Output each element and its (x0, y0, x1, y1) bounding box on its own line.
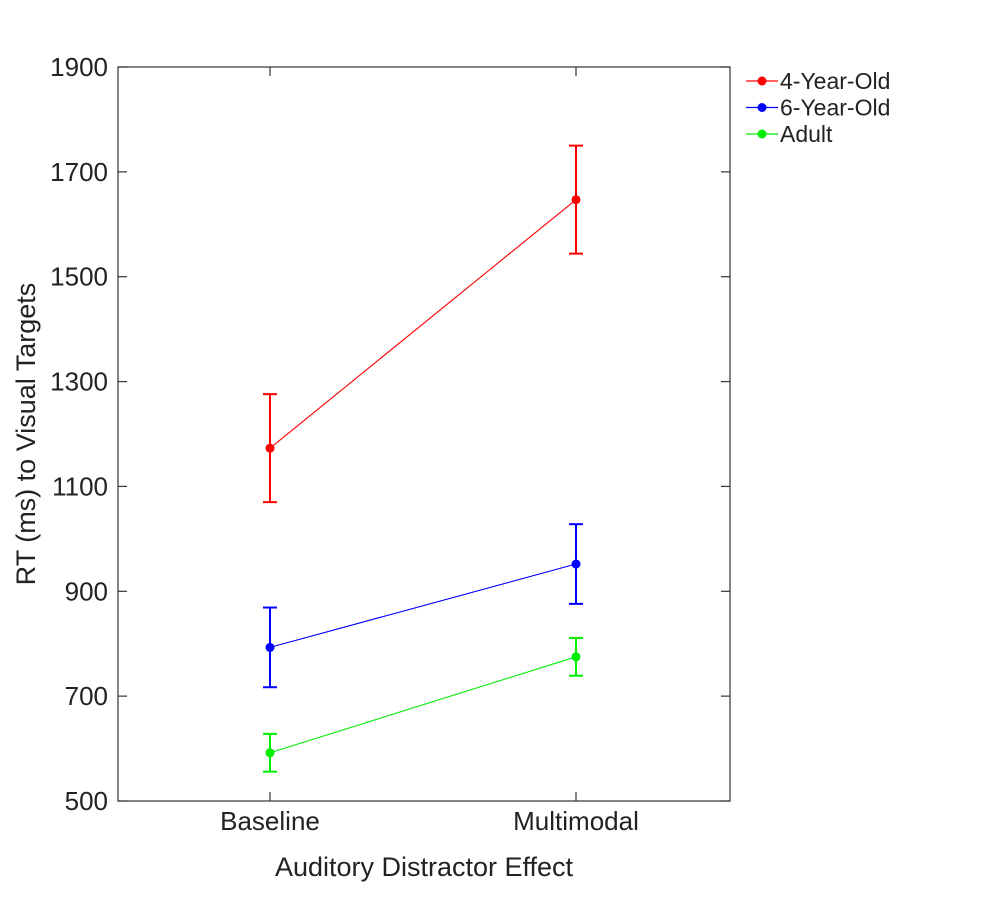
x-axis-title: Auditory Distractor Effect (275, 852, 574, 882)
series-6-year-old (263, 523, 583, 689)
series-line (269, 563, 577, 648)
plot-area (117, 66, 731, 802)
legend-item: Adult (746, 121, 833, 147)
legend-marker (757, 76, 767, 86)
series-layer (263, 144, 583, 773)
series-line (269, 199, 577, 449)
x-tick-label: Multimodal (513, 806, 639, 836)
legend-label: Adult (780, 121, 833, 147)
y-tick-label: 1300 (50, 367, 108, 397)
y-tick-label: 1700 (50, 157, 108, 187)
y-axis: 500 700 900 1100 1300 1500 1700 1900 (50, 52, 730, 816)
data-point (265, 642, 275, 652)
y-tick-label: 700 (65, 681, 108, 711)
legend-item: 6-Year-Old (746, 95, 890, 121)
legend-item: 4-Year-Old (746, 68, 890, 94)
data-point (571, 652, 581, 662)
legend-label: 6-Year-Old (780, 95, 890, 121)
y-tick-label: 500 (65, 786, 108, 816)
y-tick-label: 1500 (50, 262, 108, 292)
y-tick-label: 1100 (52, 471, 108, 501)
series-adult (263, 636, 583, 773)
data-point (265, 748, 275, 758)
x-axis: Baseline Multimodal (220, 67, 639, 836)
data-point (265, 443, 275, 453)
y-tick-label: 1900 (50, 52, 108, 82)
y-axis-title: RT (ms) to Visual Targets (11, 283, 41, 586)
data-point (571, 195, 581, 205)
series-4-year-old (263, 144, 583, 504)
legend-marker (757, 103, 767, 112)
series-line (269, 656, 577, 754)
legend-marker (757, 129, 767, 139)
y-tick-label: 900 (65, 576, 108, 606)
data-point (571, 559, 581, 569)
legend-label: 4-Year-Old (780, 68, 890, 94)
x-tick-label: Baseline (220, 806, 320, 836)
